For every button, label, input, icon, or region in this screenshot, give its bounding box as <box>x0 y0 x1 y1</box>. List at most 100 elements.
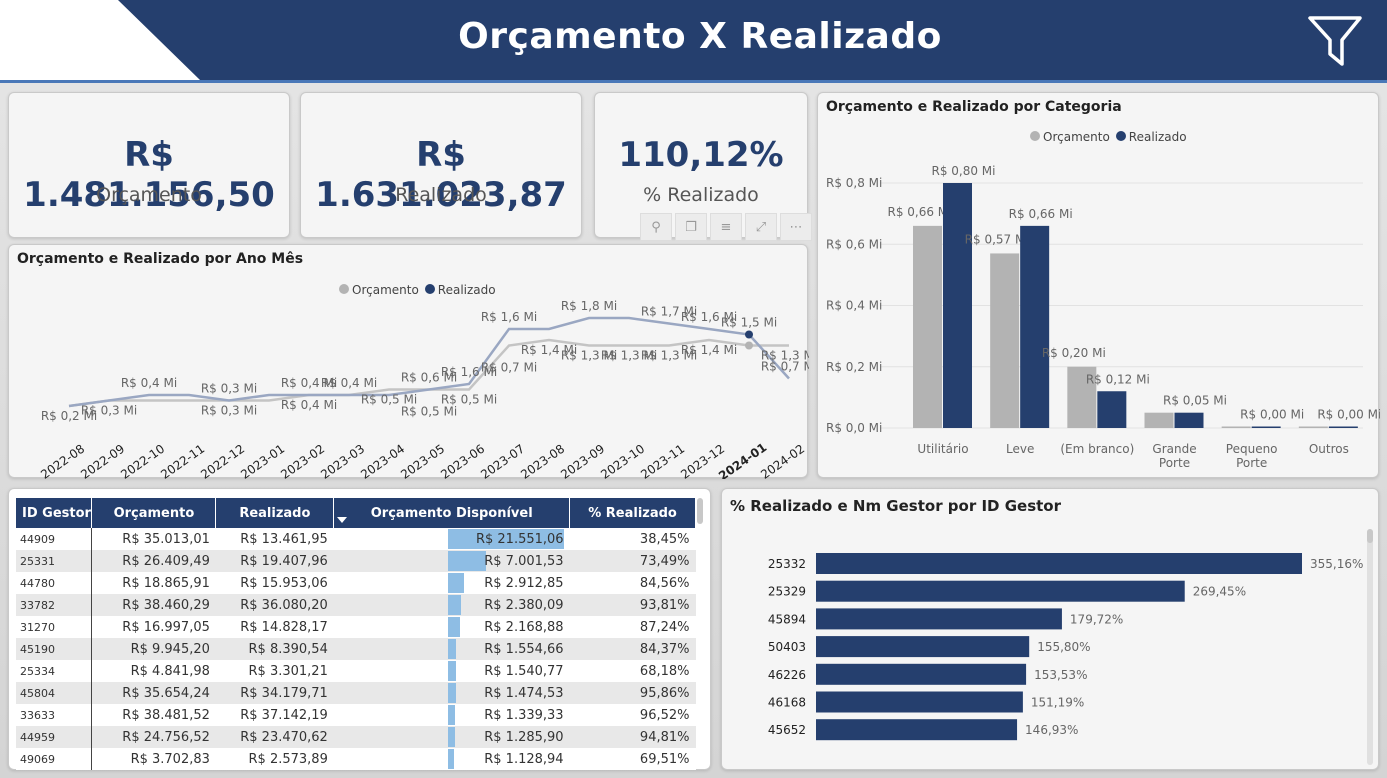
cell-value: R$ 1.540,77 <box>484 663 564 679</box>
table-row[interactable]: 45190 R$ 9.945,20 R$ 8.390,54 R$ 1.554,66 84… <box>16 638 696 660</box>
legend-dot-orcamento <box>339 284 349 294</box>
cell-id: 49069 <box>16 748 93 770</box>
x-tick-label: Grande <box>1152 442 1196 456</box>
bar-orcamento[interactable] <box>1067 366 1097 428</box>
more-options-icon[interactable]: ⋯ <box>780 213 812 241</box>
data-label: R$ 0,2 Mi <box>41 409 97 423</box>
focus-mode-icon[interactable]: ⤢ <box>745 213 777 241</box>
data-label: 153,53% <box>1034 668 1087 682</box>
bar-percent-realizado[interactable] <box>816 608 1062 630</box>
category-chart-title: Orçamento e Realizado por Categoria <box>826 99 1122 115</box>
kpi-value: 110,12% <box>618 135 784 175</box>
cell-disp: R$ 2.168,88 <box>333 616 570 638</box>
table-row[interactable]: 33782 R$ 38.460,29 R$ 36.080,20 R$ 2.380,09… <box>16 594 696 616</box>
bar-orcamento[interactable] <box>913 225 942 428</box>
cell-real: R$ 2.573,89 <box>215 748 334 770</box>
data-point-orcamento[interactable] <box>745 341 753 350</box>
bar-orcamento[interactable] <box>1298 426 1328 429</box>
chart-scroll-track[interactable] <box>1367 529 1373 765</box>
bar-orcamento[interactable] <box>990 253 1020 428</box>
col-header-percent[interactable]: % Realizado <box>569 498 696 528</box>
data-bar <box>447 529 564 549</box>
bar-realizado[interactable] <box>1328 426 1358 429</box>
line-chart: R$ 0,2 MiR$ 0,3 Mi R$ 0,3 Mi R$ 0,4 Mi R$ 0… <box>38 299 809 479</box>
bar-realizado[interactable] <box>1097 391 1127 428</box>
filter-small-icon[interactable]: ≡ <box>710 213 742 241</box>
table-scrollbar[interactable] <box>697 498 703 524</box>
cell-orc: R$ 18.865,91 <box>91 572 216 594</box>
table-row[interactable]: 31270 R$ 16.997,05 R$ 14.828,17 R$ 2.168,88… <box>16 616 696 638</box>
filter-icon[interactable] <box>1306 14 1364 68</box>
data-label: R$ 1,7 Mi <box>641 305 697 319</box>
table-row[interactable]: 25334 R$ 4.841,98 R$ 3.301,21 R$ 1.540,77 68… <box>16 660 696 682</box>
data-label: R$ 1,3 Mi <box>561 349 617 363</box>
data-label: R$ 0,7 Mi <box>481 361 537 375</box>
data-label: R$ 0,5 Mi <box>401 405 457 419</box>
copy-icon[interactable]: ❐ <box>675 213 707 241</box>
table-row[interactable]: 45804 R$ 35.654,24 R$ 34.179,71 R$ 1.474,53… <box>16 682 696 704</box>
bar-percent-realizado[interactable] <box>816 636 1030 658</box>
table-row[interactable]: 33633 R$ 38.481,52 R$ 37.142,19 R$ 1.339,33… <box>16 704 696 726</box>
table-row[interactable]: 25331 R$ 26.409,49 R$ 19.407,96 R$ 7.001,53… <box>16 550 696 572</box>
data-label: R$ 0,66 Mi <box>887 205 951 219</box>
sort-descending-icon[interactable] <box>337 517 347 523</box>
data-label: R$ 0,4 Mi <box>281 376 337 390</box>
table-row[interactable]: 44780 R$ 18.865,91 R$ 15.953,06 R$ 2.912,85… <box>16 572 696 594</box>
y-tick-label: 50403 <box>768 640 806 654</box>
category-chart-card: Orçamento e Realizado por Categoria Orça… <box>817 92 1380 478</box>
data-label: R$ 0,4 Mi <box>321 376 377 390</box>
cell-id: 33633 <box>16 704 93 726</box>
col-header-orcamento[interactable]: Orçamento <box>91 498 217 528</box>
bar-realizado[interactable] <box>943 183 972 428</box>
table-row[interactable]: 44909 R$ 35.013,01 R$ 13.461,95 R$ 21.551,0… <box>16 528 696 550</box>
data-label: 179,72% <box>1070 612 1123 626</box>
line-chart-title: Orçamento e Realizado por Ano Mês <box>17 251 304 267</box>
data-label: R$ 0,80 Mi <box>931 164 995 178</box>
data-bar <box>447 661 457 681</box>
bar-realizado[interactable] <box>1251 426 1281 429</box>
bar-realizado[interactable] <box>1020 225 1050 428</box>
data-label: R$ 1,5 Mi <box>721 316 777 330</box>
cell-disp: R$ 21.551,06 <box>333 528 570 550</box>
bar-percent-realizado[interactable] <box>816 580 1185 602</box>
cell-pct: 68,18% <box>569 660 696 682</box>
col-header-id[interactable]: ID Gestor <box>16 498 93 528</box>
data-label: R$ 0,3 Mi <box>201 382 257 396</box>
data-label: R$ 0,57 Mi <box>965 232 1029 246</box>
cell-disp: R$ 7.001,53 <box>333 550 570 572</box>
table-row[interactable]: 44959 R$ 24.756,52 R$ 23.470,62 R$ 1.285,90… <box>16 726 696 748</box>
bar-realizado[interactable] <box>1174 412 1204 428</box>
data-label: R$ 1,8 Mi <box>561 299 617 313</box>
cell-pct: 93,81% <box>569 594 696 616</box>
header-bar <box>0 0 1387 80</box>
bar-orcamento[interactable] <box>1144 412 1174 428</box>
data-bar <box>447 727 455 747</box>
y-tick-label: 45652 <box>768 723 806 737</box>
data-point-realizado[interactable] <box>745 330 753 339</box>
cell-real: R$ 3.301,21 <box>215 660 334 682</box>
pin-icon[interactable]: ⚲ <box>640 213 672 241</box>
bar-percent-realizado[interactable] <box>816 719 1018 741</box>
y-tick-label: 25329 <box>768 585 806 599</box>
bar-percent-realizado[interactable] <box>816 691 1023 713</box>
cell-value: R$ 1.285,90 <box>484 729 564 745</box>
y-tick-label: R$ 0,4 Mi <box>826 299 882 313</box>
data-label: R$ 1,3 Mi <box>641 349 697 363</box>
table-row[interactable]: 49069 R$ 3.702,83 R$ 2.573,89 R$ 1.128,94 69… <box>16 748 696 770</box>
bar-orcamento[interactable] <box>1221 426 1251 429</box>
chart-scrollbar[interactable] <box>1367 529 1373 543</box>
cell-id: 25334 <box>16 660 93 682</box>
kpi-label: Orçamento <box>96 184 202 206</box>
cell-id: 44959 <box>16 726 93 748</box>
bar-percent-realizado[interactable] <box>816 553 1302 574</box>
col-header-realizado[interactable]: Realizado <box>215 498 335 528</box>
bar-percent-realizado[interactable] <box>816 663 1027 685</box>
cell-orc: R$ 35.013,01 <box>91 528 216 550</box>
cell-value: R$ 7.001,53 <box>484 553 564 569</box>
col-header-disponivel[interactable]: Orçamento Disponível <box>333 498 571 528</box>
cell-orc: R$ 38.481,52 <box>91 704 216 726</box>
gestor-bar-chart-card: % Realizado e Nm Gestor por ID Gestor 25… <box>721 488 1379 770</box>
data-label: R$ 1,6 Mi <box>681 310 737 324</box>
data-label: R$ 0,4 Mi <box>121 376 177 390</box>
data-label: R$ 0,00 Mi <box>1317 408 1380 422</box>
